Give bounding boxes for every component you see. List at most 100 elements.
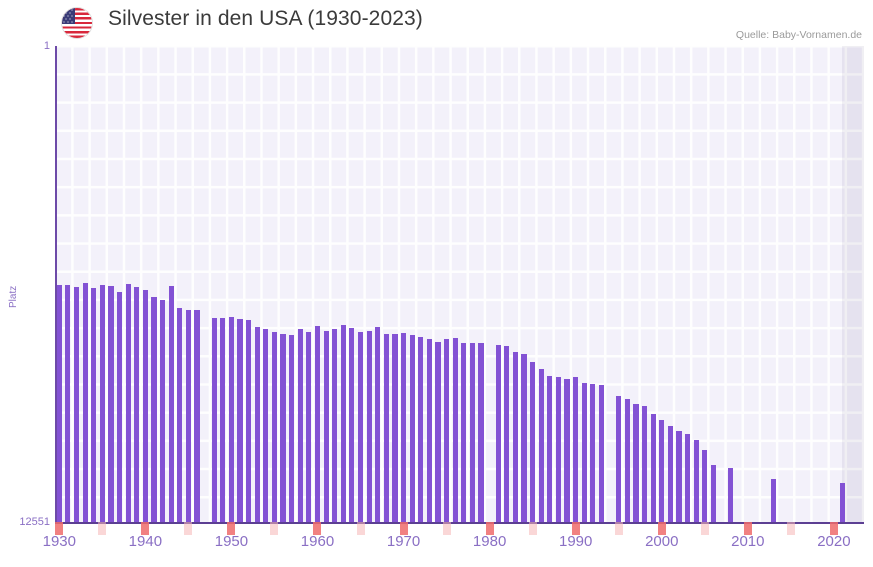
bar-1967[interactable] (375, 327, 381, 524)
x-axis-tick-2020: 2020 (817, 533, 851, 550)
bar-2003[interactable] (684, 433, 691, 524)
bar-1959[interactable] (306, 332, 312, 524)
y-axis-labels: Platz 1 12551 (0, 40, 50, 532)
bar-1965[interactable] (357, 332, 364, 524)
bar-2001[interactable] (667, 426, 673, 524)
bar-1949[interactable] (220, 318, 226, 524)
bar-1940[interactable] (142, 289, 148, 524)
bar-1964[interactable] (349, 327, 355, 524)
bar-1986[interactable] (538, 368, 544, 524)
bar-2006[interactable] (710, 464, 716, 524)
bar-1971[interactable] (409, 334, 415, 524)
bar-1984[interactable] (521, 354, 527, 524)
chart-header: Silvester in den USA (1930-2023) Quelle:… (0, 0, 873, 46)
x-axis-minor-mark-1935 (98, 522, 107, 535)
x-axis-tick-1950: 1950 (214, 533, 249, 550)
bar-1955[interactable] (271, 332, 278, 524)
bar-1969[interactable] (392, 333, 398, 524)
bar-1970[interactable] (400, 332, 407, 524)
bar-1960[interactable] (314, 325, 321, 524)
bar-1983[interactable] (512, 352, 519, 524)
x-axis-tick-2000: 2000 (645, 533, 679, 550)
bar-1963[interactable] (340, 325, 346, 524)
bar-1999[interactable] (650, 413, 656, 524)
bar-1982[interactable] (504, 345, 510, 524)
bar-1957[interactable] (289, 334, 295, 524)
bar-1966[interactable] (366, 331, 372, 524)
bar-2000[interactable] (659, 419, 665, 524)
x-axis-minor-mark-1955 (270, 522, 279, 535)
bar-1973[interactable] (426, 339, 432, 524)
bar-1954[interactable] (263, 328, 269, 524)
bar-1953[interactable] (254, 327, 260, 524)
bar-1998[interactable] (641, 405, 648, 524)
bar-1968[interactable] (383, 333, 389, 524)
bar-1961[interactable] (323, 331, 329, 524)
bar-1942[interactable] (159, 300, 166, 524)
x-axis-minor-mark-1965 (356, 522, 365, 535)
x-axis-tick-mark-1960 (313, 522, 322, 535)
bar-1979[interactable] (478, 343, 484, 524)
bar-1948[interactable] (211, 317, 217, 524)
bar-1981[interactable] (495, 345, 501, 524)
bar-1976[interactable] (452, 337, 458, 524)
bar-1935[interactable] (99, 284, 105, 524)
bar-1995[interactable] (616, 396, 622, 524)
bar-2013[interactable] (771, 479, 777, 524)
bar-1946[interactable] (194, 309, 200, 524)
bar-1958[interactable] (297, 328, 303, 524)
bar-1943[interactable] (168, 285, 174, 524)
bar-1962[interactable] (332, 328, 338, 524)
bar-1937[interactable] (116, 291, 123, 524)
bar-1939[interactable] (134, 287, 140, 524)
x-axis-tick-mark-1980 (485, 522, 494, 535)
us-flag-icon (62, 8, 92, 38)
bar-1978[interactable] (469, 343, 475, 524)
bar-1951[interactable] (237, 318, 243, 524)
bar-1933[interactable] (82, 282, 88, 524)
x-axis-tick-mark-1950 (227, 522, 236, 535)
bar-1956[interactable] (280, 333, 286, 524)
x-axis-minor-mark-1985 (528, 522, 537, 535)
bar-1972[interactable] (418, 337, 424, 524)
bar-1945[interactable] (185, 309, 191, 524)
bar-1996[interactable] (624, 399, 630, 524)
bar-2004[interactable] (693, 440, 699, 524)
bar-1988[interactable] (555, 376, 562, 524)
bar-1930[interactable] (56, 284, 62, 524)
bar-1990[interactable] (573, 377, 579, 524)
bar-1989[interactable] (564, 378, 570, 524)
x-axis-tick-1930: 1930 (42, 533, 76, 550)
x-axis-minor-mark-1995 (614, 522, 623, 535)
x-axis-tick-mark-1970 (399, 522, 408, 535)
y-axis-line (55, 46, 57, 524)
bar-1934[interactable] (91, 287, 97, 524)
bar-1985[interactable] (530, 362, 536, 524)
bar-1931[interactable] (65, 285, 71, 524)
bar-1997[interactable] (633, 404, 639, 524)
source-label: Quelle: Baby-Vornamen.de (735, 29, 862, 41)
bar-1938[interactable] (125, 284, 131, 524)
bar-1991[interactable] (581, 382, 587, 524)
bar-1944[interactable] (177, 308, 183, 524)
x-axis-labels: 1930 1940 1950 1960 1970 1980 1990 2000 2010 2020 (43, 522, 864, 567)
y-axis-title: Platz (8, 285, 19, 308)
bar-1936[interactable] (108, 285, 114, 524)
bar-1993[interactable] (598, 384, 605, 524)
bar-2005[interactable] (702, 449, 708, 524)
bar-1977[interactable] (461, 342, 467, 524)
bar-1941[interactable] (151, 297, 157, 524)
bar-2002[interactable] (676, 430, 682, 524)
bar-1950[interactable] (228, 317, 234, 524)
bar-1987[interactable] (547, 375, 553, 524)
plot-area (55, 46, 864, 524)
bar-1992[interactable] (590, 383, 596, 524)
bar-1974[interactable] (435, 341, 441, 524)
x-axis-minor-mark-2015 (786, 522, 795, 535)
bar-1975[interactable] (444, 339, 450, 524)
bar-1932[interactable] (73, 286, 80, 524)
bar-2008[interactable] (728, 467, 734, 524)
bar-1952[interactable] (246, 319, 252, 524)
bar-2021[interactable] (839, 483, 846, 524)
